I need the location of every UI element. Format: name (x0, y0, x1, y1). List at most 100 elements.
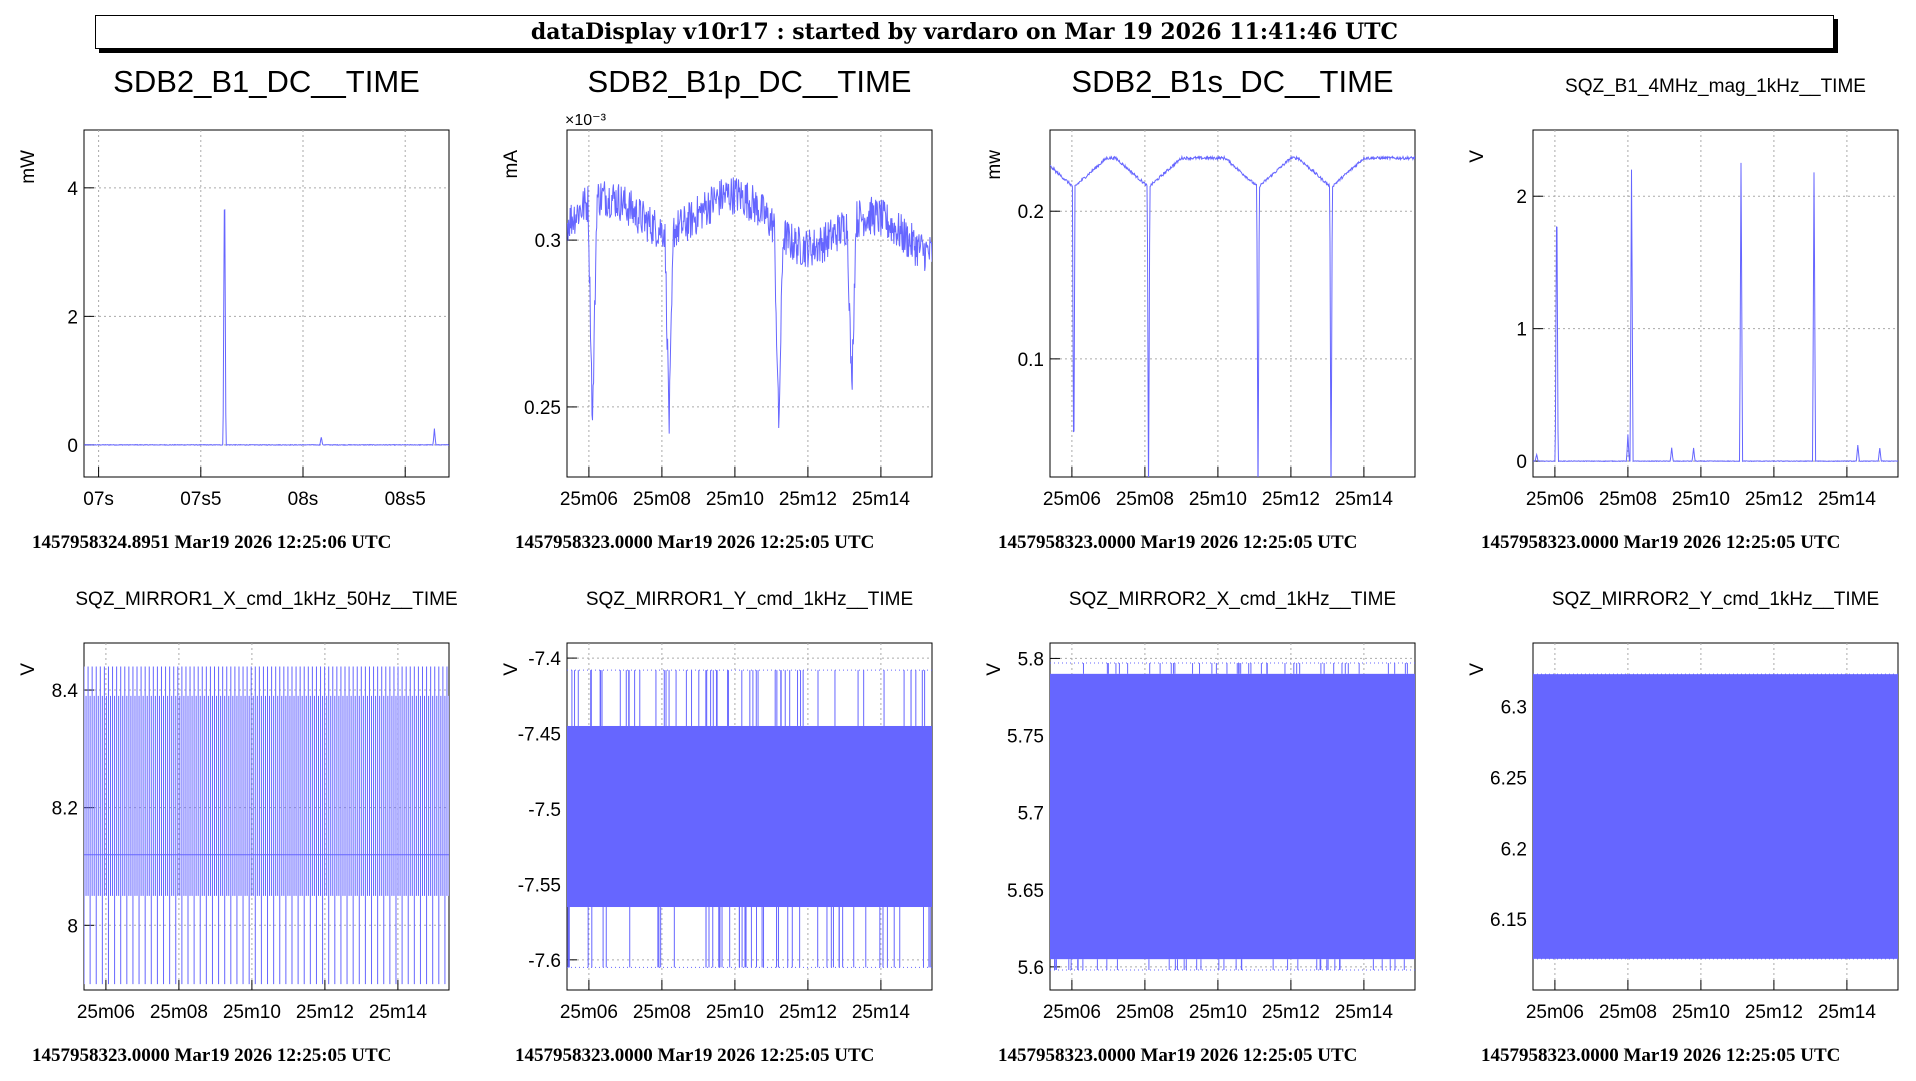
y-tick-label: 0.25 (524, 398, 561, 419)
series-band (567, 725, 932, 908)
x-tick-label: 25m06 (1526, 489, 1584, 510)
chart-title: SQZ_MIRROR1_Y_cmd_1kHz__TIME (586, 589, 913, 610)
header-title: dataDisplay v10r17 : started by vardaro … (530, 19, 1399, 45)
y-tick-label: 4 (67, 179, 78, 200)
x-tick-label: 25m12 (1745, 1002, 1803, 1023)
y-tick-label: -7.5 (528, 800, 561, 821)
chart-footer-timestamp: 1457958323.0000 Mar19 2026 12:25:05 UTC (1481, 1045, 1840, 1066)
y-tick-label: 5.75 (1007, 727, 1044, 748)
chart-panel-3: SDB2_B1s_DC__TIME 25m06 25m08 25m10 25m12 25m… (984, 64, 1416, 553)
x-tick-label: 25m08 (1599, 489, 1657, 510)
x-tick-label: 25m08 (150, 1002, 208, 1023)
x-tick-label: 25m08 (633, 489, 691, 510)
x-tick-label: 25m06 (560, 1002, 618, 1023)
y-axis-label: V (1467, 150, 1488, 163)
chart-footer-timestamp: 1457958323.0000 Mar19 2026 12:25:05 UTC (515, 532, 874, 553)
x-tick-label: 25m08 (1599, 1002, 1657, 1023)
series-band (1050, 673, 1415, 960)
y-tick-label: 5.8 (1018, 649, 1044, 670)
chart-title: SDB2_B1p_DC__TIME (588, 64, 912, 99)
x-tick-label: 25m10 (1672, 1002, 1730, 1023)
y-tick-label: 0 (1516, 452, 1527, 473)
y-axis-label: V (501, 663, 522, 676)
x-tick-label: 25m08 (633, 1002, 691, 1023)
x-tick-label: 25m12 (296, 1002, 354, 1023)
x-tick-label: 07s5 (180, 489, 221, 510)
y-tick-label: 0.2 (1018, 202, 1044, 223)
x-tick-label: 25m06 (560, 489, 618, 510)
x-tick-label: 07s (83, 489, 114, 510)
y-tick-label: 8.2 (52, 799, 78, 820)
x-tick-label: 25m14 (369, 1002, 428, 1023)
x-tick-label: 25m10 (1189, 1002, 1247, 1023)
chart-footer-timestamp: 1457958323.0000 Mar19 2026 12:25:05 UTC (998, 532, 1357, 553)
x-tick-label: 25m08 (1116, 1002, 1174, 1023)
plot-frame (566, 129, 933, 478)
chart-panel-6: SQZ_MIRROR1_Y_cmd_1kHz__TIME 25m06 25m08 25… (501, 589, 933, 1066)
x-tick-label: 25m12 (1262, 489, 1320, 510)
chart-panel-2: SDB2_B1p_DC__TIME 25m06 25m08 25m10 25m12 25m… (501, 64, 933, 553)
display-header: dataDisplay v10r17 : started by vardaro … (95, 15, 1834, 49)
plot-frame (1532, 129, 1899, 478)
y-tick-label: 8 (67, 916, 78, 937)
x-tick-label: 25m14 (1335, 489, 1394, 510)
series-line (1050, 154, 1415, 477)
x-tick-label: 25m12 (1262, 1002, 1320, 1023)
chart-panel-5: SQZ_MIRROR1_X_cmd_1kHz_50Hz__TIME 25m06 25… (18, 589, 458, 1066)
chart-title: SQZ_MIRROR2_Y_cmd_1kHz__TIME (1552, 589, 1879, 610)
x-tick-label: 25m12 (779, 1002, 837, 1023)
x-tick-label: 25m10 (1189, 489, 1247, 510)
chart-footer-timestamp: 1457958324.8951 Mar19 2026 12:25:06 UTC (32, 532, 391, 553)
x-tick-label: 25m10 (223, 1002, 281, 1023)
chart-title: SDB2_B1_DC__TIME (113, 64, 420, 99)
chart-title: SQZ_B1_4MHz_mag_1kHz__TIME (1565, 76, 1866, 97)
y-axis-label: V (18, 663, 39, 676)
y-axis-label: mW (18, 150, 39, 184)
x-tick-label: 25m08 (1116, 489, 1174, 510)
x-tick-label: 25m14 (852, 489, 911, 510)
x-tick-label: 25m06 (1043, 489, 1101, 510)
series-line (84, 209, 449, 446)
chart-title: SDB2_B1s_DC__TIME (1071, 64, 1393, 99)
series-line (1533, 162, 1898, 463)
x-tick-label: 25m06 (77, 1002, 135, 1023)
chart-footer-timestamp: 1457958323.0000 Mar19 2026 12:25:05 UTC (1481, 532, 1840, 553)
y-tick-label: 5.65 (1007, 881, 1044, 902)
plot-frame (1049, 129, 1416, 478)
chart-panel-8: SQZ_MIRROR2_Y_cmd_1kHz__TIME 25m06 25m08 25… (1467, 589, 1899, 1066)
y-exponent-label: ×10⁻³ (565, 112, 607, 129)
chart-panel-4: SQZ_B1_4MHz_mag_1kHz__TIME 25m06 25m08 25m1… (1467, 76, 1899, 553)
x-tick-label: 25m14 (1818, 489, 1877, 510)
chart-title: SQZ_MIRROR2_X_cmd_1kHz__TIME (1069, 589, 1396, 610)
y-axis-label: mw (984, 150, 1005, 180)
x-tick-label: 25m10 (1672, 489, 1730, 510)
x-tick-label: 25m14 (1335, 1002, 1394, 1023)
x-tick-label: 08s5 (385, 489, 426, 510)
y-tick-label: 6.2 (1501, 839, 1527, 860)
x-tick-label: 25m10 (706, 489, 764, 510)
x-tick-label: 25m14 (1818, 1002, 1877, 1023)
y-tick-label: 6.25 (1490, 769, 1527, 790)
x-tick-label: 25m12 (779, 489, 837, 510)
x-tick-label: 08s (288, 489, 319, 510)
x-tick-label: 25m12 (1745, 489, 1803, 510)
y-tick-label: -7.6 (528, 951, 561, 972)
x-tick-label: 25m10 (706, 1002, 764, 1023)
y-tick-label: 0.3 (535, 231, 561, 252)
x-tick-label: 25m06 (1526, 1002, 1584, 1023)
y-axis-label: V (1467, 663, 1488, 676)
series-line (567, 177, 932, 434)
y-tick-label: 2 (67, 307, 78, 328)
chart-footer-timestamp: 1457958323.0000 Mar19 2026 12:25:05 UTC (515, 1045, 874, 1066)
y-tick-label: 1 (1516, 320, 1527, 341)
y-tick-label: 5.7 (1018, 804, 1044, 825)
y-tick-label: 0.1 (1018, 350, 1044, 371)
x-tick-label: 25m14 (852, 1002, 911, 1023)
series-band (1533, 674, 1898, 959)
chart-panel-7: SQZ_MIRROR2_X_cmd_1kHz__TIME 25m06 25m08 25… (984, 589, 1416, 1066)
y-tick-label: -7.4 (528, 649, 561, 670)
y-axis-label: V (984, 663, 1005, 676)
y-tick-label: 2 (1516, 187, 1527, 208)
chart-footer-timestamp: 1457958323.0000 Mar19 2026 12:25:05 UTC (998, 1045, 1357, 1066)
chart-title: SQZ_MIRROR1_X_cmd_1kHz_50Hz__TIME (75, 589, 457, 610)
